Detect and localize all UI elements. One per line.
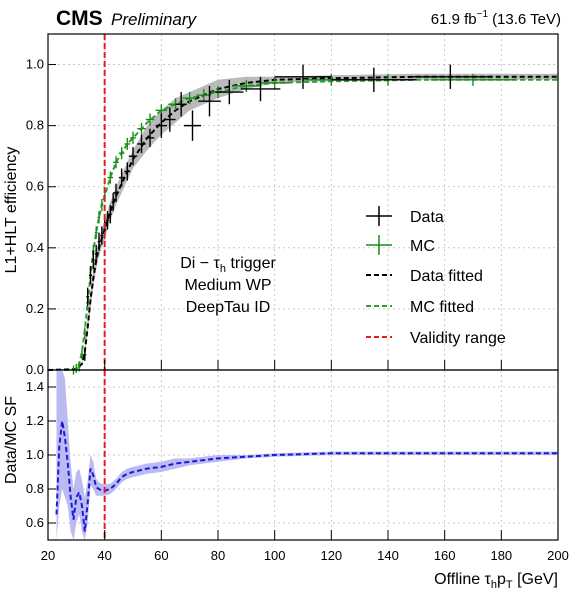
y-tick-label: 0.6 xyxy=(26,515,44,530)
mc-point xyxy=(124,137,131,151)
mc-point xyxy=(232,79,261,92)
data-point xyxy=(145,128,155,147)
y-tick-label: 0.8 xyxy=(26,118,44,133)
mc-point xyxy=(182,92,197,105)
mc-fit-curve xyxy=(48,78,558,371)
mc-point xyxy=(107,171,114,184)
data-point xyxy=(118,168,125,187)
efficiency-y-ticks: 0.0 0.2 0.4 0.6 0.8 1.0 xyxy=(26,57,56,377)
y-tick-label: 1.0 xyxy=(26,447,44,462)
mc-point xyxy=(137,122,146,135)
lumi-label: 61.9 fb−1 (13.6 TeV) xyxy=(431,9,561,28)
data-point xyxy=(331,67,417,92)
x-tick-label: 20 xyxy=(41,548,55,563)
data-point xyxy=(97,232,101,251)
data-point xyxy=(175,92,187,117)
mc-point xyxy=(94,226,98,239)
legend-mc-label: MC xyxy=(410,238,435,255)
data-point xyxy=(164,107,176,132)
data-point xyxy=(106,211,109,230)
id-annotation: DeepTau ID xyxy=(186,299,271,316)
x-tick-label: 80 xyxy=(211,548,225,563)
y-tick-label: 0.0 xyxy=(26,362,44,377)
data-point xyxy=(155,113,167,138)
sf-curve xyxy=(55,420,558,532)
efficiency-panel: 0.0 0.2 0.4 0.6 0.8 1.0 xyxy=(26,33,559,377)
data-point xyxy=(274,64,332,89)
data-point xyxy=(94,244,98,264)
mc-point xyxy=(430,73,516,86)
mc-point xyxy=(130,131,136,144)
y-tick-label: 1.0 xyxy=(26,57,44,72)
data-point xyxy=(215,79,244,105)
mc-point xyxy=(80,350,84,360)
x-tick-label: 40 xyxy=(97,548,111,563)
legend: Data MC Data fitted MC fitted Validity r… xyxy=(366,206,506,347)
mc-point xyxy=(113,156,119,169)
lumi-value: 61.9 fb xyxy=(431,11,477,28)
data-point xyxy=(100,226,104,245)
mc-point xyxy=(100,199,104,212)
data-point xyxy=(83,348,87,361)
trigger-annotation: Di − τh trigger xyxy=(180,255,276,275)
data-fit-band-area xyxy=(48,73,558,370)
mc-point xyxy=(145,113,155,126)
legend-data-marker xyxy=(366,206,392,226)
sf-panel: 0.6 0.8 1.0 1.2 1.4 xyxy=(26,369,559,541)
data-fit-curve xyxy=(47,75,558,371)
legend-mc-marker xyxy=(366,235,392,255)
legend-data-fit-label: Data fitted xyxy=(410,268,483,285)
data-point xyxy=(407,64,493,89)
legend-mc-fit-label: MC fitted xyxy=(410,299,474,316)
mc-point xyxy=(83,327,87,340)
x-tick-label: 120 xyxy=(320,548,342,563)
x-tick-label: 60 xyxy=(154,548,168,563)
y-tick-label: 1.4 xyxy=(26,379,44,394)
preliminary-label: Preliminary xyxy=(111,10,198,29)
data-point xyxy=(111,192,115,212)
x-axis-ticks: 20 40 60 80 100 120 140 160 180 200 xyxy=(41,360,569,563)
sf-marks xyxy=(55,370,558,540)
data-point xyxy=(86,287,90,306)
x-tick-label: 180 xyxy=(490,548,512,563)
mc-point xyxy=(196,89,211,102)
data-point xyxy=(198,85,221,117)
data-point xyxy=(240,76,281,102)
data-point xyxy=(113,183,119,202)
wp-annotation: Medium WP xyxy=(184,277,271,294)
data-fit-band xyxy=(48,73,558,370)
y-tick-label: 1.2 xyxy=(26,413,44,428)
mc-point xyxy=(118,147,125,160)
x-tick-label: 200 xyxy=(547,548,569,563)
y-tick-label: 0.2 xyxy=(26,301,44,316)
lumi-exponent: −1 xyxy=(477,9,489,20)
data-point xyxy=(128,147,138,166)
data-point xyxy=(184,110,201,141)
x-tick-label: 140 xyxy=(377,548,399,563)
efficiency-marks xyxy=(47,34,558,375)
legend-validity-label: Validity range xyxy=(410,330,506,347)
data-point xyxy=(91,250,95,270)
data-point xyxy=(137,134,146,154)
mc-point xyxy=(97,211,101,224)
y-axis-title-efficiency: L1+HLT efficiency xyxy=(3,147,20,274)
data-point xyxy=(108,205,112,224)
energy-value: (13.6 TeV) xyxy=(492,11,561,28)
legend-data-label: Data xyxy=(410,209,444,226)
y-tick-label: 0.6 xyxy=(26,179,44,194)
data-point xyxy=(89,266,92,285)
mc-point xyxy=(74,363,78,373)
x-tick-label: 100 xyxy=(264,548,286,563)
y-axis-title-sf: Data/MC SF xyxy=(3,396,20,484)
x-tick-label: 160 xyxy=(434,548,456,563)
mc-point xyxy=(260,76,289,89)
sf-y-ticks: 0.6 0.8 1.0 1.2 1.4 xyxy=(26,379,56,530)
y-tick-label: 0.8 xyxy=(26,481,44,496)
x-axis-title: Offline τhpT [GeV] xyxy=(434,571,558,591)
y-tick-label: 0.4 xyxy=(26,240,44,255)
data-point xyxy=(124,162,131,181)
cms-label: CMS xyxy=(56,7,103,30)
